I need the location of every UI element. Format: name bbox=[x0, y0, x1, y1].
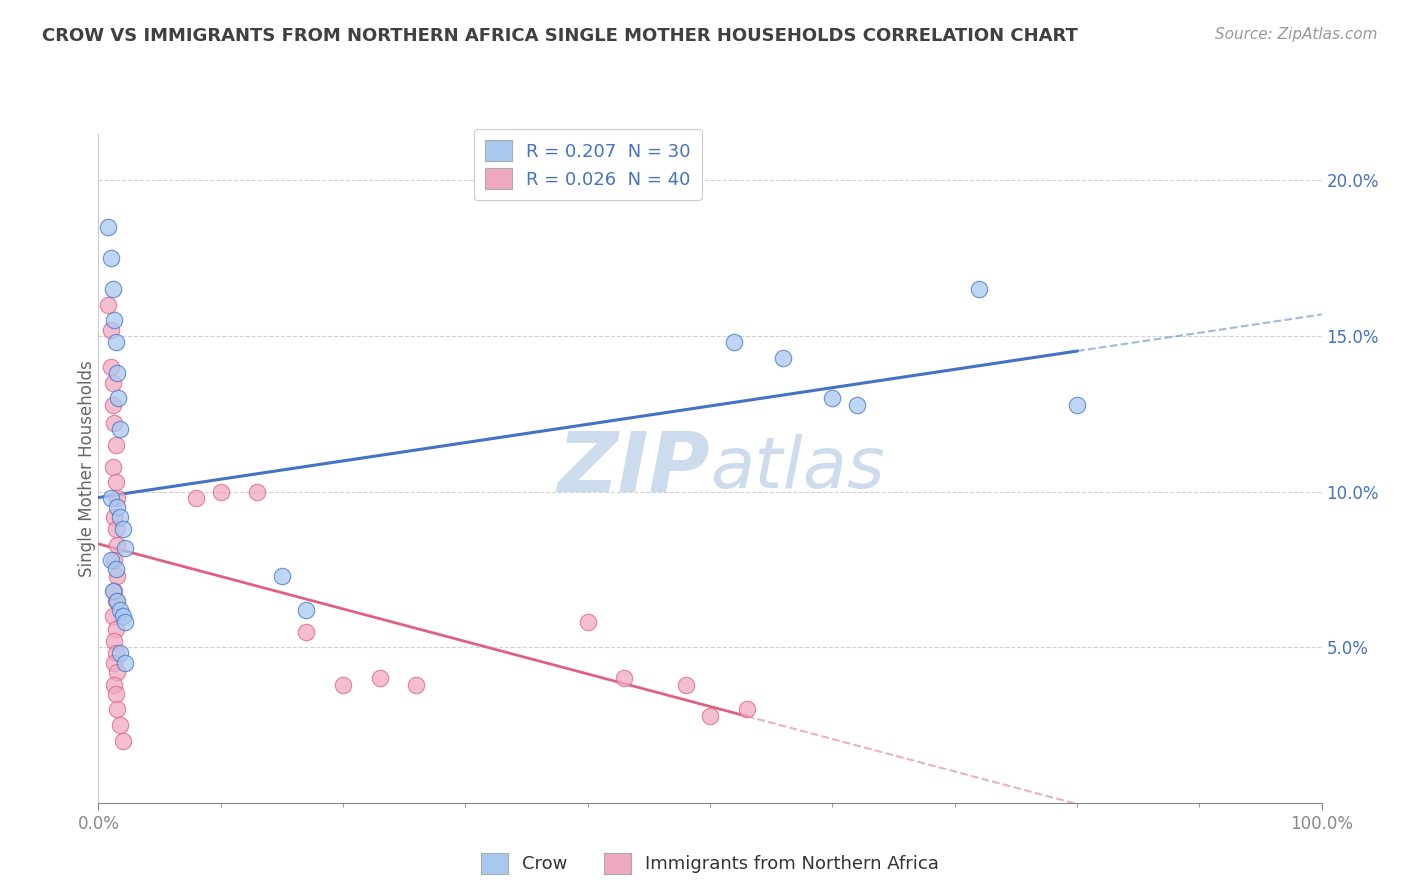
Point bbox=[110, 718, 132, 732]
Point bbox=[104, 438, 127, 452]
Point bbox=[103, 416, 125, 430]
Point bbox=[675, 677, 697, 691]
Point bbox=[101, 282, 124, 296]
Point bbox=[110, 647, 132, 661]
Point bbox=[295, 624, 318, 639]
Point bbox=[105, 702, 128, 716]
Point bbox=[111, 522, 134, 536]
Point bbox=[967, 282, 990, 296]
Point bbox=[103, 634, 125, 648]
Point bbox=[104, 593, 127, 607]
Point bbox=[110, 603, 132, 617]
Point bbox=[110, 509, 132, 524]
Legend: Crow, Immigrants from Northern Africa: Crow, Immigrants from Northern Africa bbox=[474, 846, 946, 880]
Point bbox=[723, 335, 745, 350]
Point bbox=[821, 392, 844, 406]
Point bbox=[104, 335, 127, 350]
Point bbox=[101, 397, 124, 411]
Point bbox=[105, 367, 128, 381]
Point bbox=[845, 397, 868, 411]
Point bbox=[97, 298, 120, 312]
Point bbox=[186, 491, 208, 505]
Point bbox=[735, 702, 758, 716]
Point bbox=[103, 313, 125, 327]
Point bbox=[100, 553, 122, 567]
Text: ZIP: ZIP bbox=[557, 428, 710, 508]
Point bbox=[101, 609, 124, 624]
Point bbox=[105, 665, 128, 679]
Point bbox=[104, 475, 127, 490]
Point bbox=[114, 541, 136, 555]
Point bbox=[101, 584, 124, 599]
Point bbox=[100, 491, 122, 505]
Point bbox=[103, 584, 125, 599]
Point bbox=[368, 671, 391, 685]
Point bbox=[103, 553, 125, 567]
Text: atlas: atlas bbox=[710, 434, 884, 503]
Point bbox=[270, 568, 294, 582]
Point bbox=[209, 484, 232, 499]
Text: CROW VS IMMIGRANTS FROM NORTHERN AFRICA SINGLE MOTHER HOUSEHOLDS CORRELATION CHA: CROW VS IMMIGRANTS FROM NORTHERN AFRICA … bbox=[42, 27, 1078, 45]
Text: Source: ZipAtlas.com: Source: ZipAtlas.com bbox=[1215, 27, 1378, 42]
Point bbox=[105, 593, 128, 607]
Point bbox=[103, 656, 125, 670]
Y-axis label: Single Mother Households: Single Mother Households bbox=[79, 360, 96, 576]
Point bbox=[104, 647, 127, 661]
Point bbox=[576, 615, 599, 630]
Point bbox=[103, 509, 125, 524]
Point bbox=[105, 491, 128, 505]
Point bbox=[114, 656, 136, 670]
Point bbox=[100, 323, 122, 337]
Point bbox=[699, 708, 721, 723]
Point bbox=[295, 603, 318, 617]
Point bbox=[105, 537, 128, 551]
Point bbox=[111, 733, 134, 747]
Point bbox=[111, 609, 134, 624]
Point bbox=[105, 568, 128, 582]
Point bbox=[246, 484, 269, 499]
Point bbox=[101, 376, 124, 390]
Point bbox=[110, 422, 132, 436]
Point bbox=[105, 500, 128, 515]
Point bbox=[332, 677, 354, 691]
Point bbox=[1066, 397, 1088, 411]
Point bbox=[97, 220, 120, 235]
Point bbox=[107, 392, 129, 406]
Point bbox=[114, 615, 136, 630]
Point bbox=[104, 622, 127, 636]
Point bbox=[772, 351, 794, 365]
Point bbox=[104, 522, 127, 536]
Point bbox=[405, 677, 427, 691]
Point bbox=[101, 459, 124, 474]
Point bbox=[104, 562, 127, 576]
Point bbox=[104, 687, 127, 701]
Point bbox=[100, 252, 122, 266]
Point bbox=[613, 671, 636, 685]
Point bbox=[100, 360, 122, 375]
Point bbox=[103, 677, 125, 691]
